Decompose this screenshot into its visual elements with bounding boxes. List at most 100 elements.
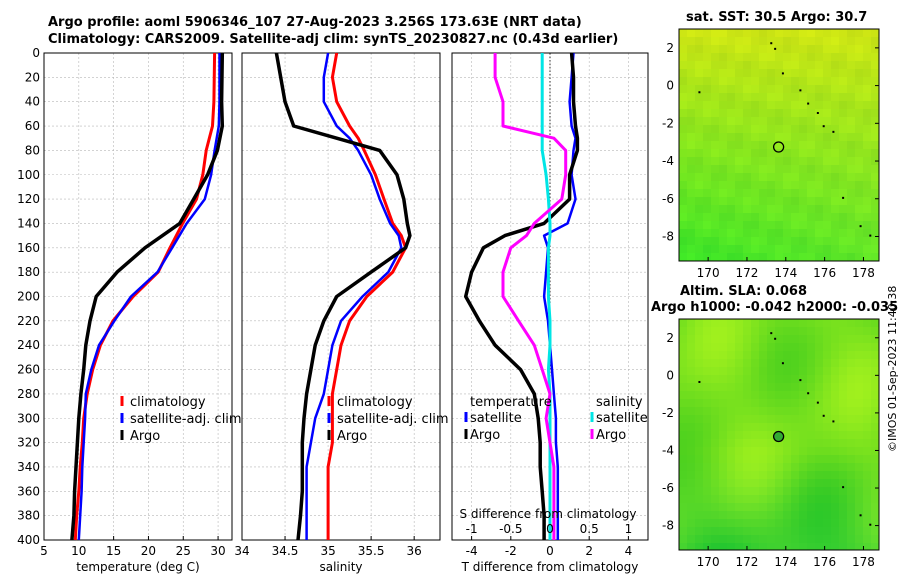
heatmap-cell — [687, 245, 696, 254]
heatmap-cell — [783, 229, 792, 238]
heatmap-cell — [751, 157, 760, 166]
heatmap-cell — [711, 45, 720, 54]
heatmap-cell — [775, 149, 784, 158]
heatmap-cell — [839, 133, 848, 142]
heatmap-cell — [735, 205, 744, 214]
heatmap-cell — [863, 343, 872, 352]
x-tick-label: 35.5 — [358, 544, 385, 558]
heatmap-cell — [727, 415, 736, 424]
heatmap-cell — [703, 45, 712, 54]
heatmap-cell — [831, 69, 840, 78]
heatmap-cell — [759, 471, 768, 480]
heatmap-cell — [783, 109, 792, 118]
heatmap-cell — [831, 157, 840, 166]
map-x-tick-label: 174 — [774, 266, 797, 280]
heatmap-cell — [871, 197, 880, 206]
heatmap-cell — [863, 391, 872, 400]
heatmap-cell — [711, 479, 720, 488]
heatmap-cell — [743, 415, 752, 424]
series-line-1 — [305, 52, 403, 540]
y-tick-label: 140 — [17, 216, 40, 230]
heatmap-cell — [863, 45, 872, 54]
heatmap-cell — [735, 327, 744, 336]
heatmap-cell — [799, 125, 808, 134]
heatmap-cell — [719, 125, 728, 134]
heatmap-cell — [695, 101, 704, 110]
heatmap-cell — [799, 197, 808, 206]
heatmap-cell — [815, 527, 824, 536]
heatmap-cell — [703, 141, 712, 150]
heatmap-cell — [871, 495, 880, 504]
heatmap-cell — [727, 327, 736, 336]
heatmap-cell — [687, 527, 696, 536]
legend-title-temperature: temperature — [470, 395, 552, 410]
heatmap-cell — [727, 109, 736, 118]
heatmap-cell — [719, 391, 728, 400]
heatmap-cell — [679, 495, 688, 504]
heatmap-cell — [871, 471, 880, 480]
heatmap-cell — [791, 181, 800, 190]
heatmap-cell — [695, 391, 704, 400]
heatmap-cell — [735, 335, 744, 344]
heatmap-cell — [823, 69, 832, 78]
heatmap-cell — [791, 439, 800, 448]
heatmap-cell — [687, 221, 696, 230]
heatmap-cell — [695, 165, 704, 174]
heatmap-cell — [727, 319, 736, 328]
y-tick-label: 340 — [17, 460, 40, 474]
heatmap-cell — [751, 455, 760, 464]
heatmap-cell — [703, 487, 712, 496]
heatmap-cell — [687, 157, 696, 166]
heatmap-cell — [767, 407, 776, 416]
heatmap-cell — [751, 367, 760, 376]
heatmap-cell — [719, 221, 728, 230]
heatmap-cell — [807, 173, 816, 182]
heatmap-cell — [831, 407, 840, 416]
heatmap-cell — [759, 125, 768, 134]
heatmap-cell — [863, 351, 872, 360]
heatmap-cell — [831, 213, 840, 222]
heatmap-cell — [815, 535, 824, 544]
heatmap-cell — [719, 359, 728, 368]
heatmap-cell — [711, 383, 720, 392]
heatmap-cell — [847, 351, 856, 360]
heatmap-cell — [687, 407, 696, 416]
heatmap-cell — [679, 189, 688, 198]
heatmap-cell — [695, 375, 704, 384]
heatmap-cell — [711, 503, 720, 512]
heatmap-cell — [727, 165, 736, 174]
heatmap-cell — [711, 415, 720, 424]
heatmap-cell — [759, 133, 768, 142]
heatmap-cell — [743, 117, 752, 126]
heatmap-cell — [719, 367, 728, 376]
heatmap-cell — [815, 189, 824, 198]
heatmap-cell — [799, 149, 808, 158]
heatmap-cell — [759, 181, 768, 190]
heatmap-cell — [767, 117, 776, 126]
heatmap-cell — [831, 327, 840, 336]
heatmap-cell — [847, 197, 856, 206]
heatmap-cell — [679, 343, 688, 352]
heatmap-cell — [711, 367, 720, 376]
heatmap-cell — [679, 53, 688, 62]
heatmap-cell — [759, 37, 768, 46]
heatmap-cell — [871, 343, 880, 352]
heatmap-cell — [703, 189, 712, 198]
heatmap-cell — [695, 221, 704, 230]
heatmap-cell — [743, 519, 752, 528]
heatmap-cell — [855, 93, 864, 102]
heatmap-cell — [807, 535, 816, 544]
heatmap-cell — [823, 237, 832, 246]
heatmap-cell — [871, 359, 880, 368]
island-mark — [781, 72, 784, 75]
heatmap-cell — [727, 399, 736, 408]
heatmap-cell — [815, 511, 824, 520]
heatmap-cell — [871, 109, 880, 118]
heatmap-cell — [823, 543, 832, 551]
heatmap-cell — [807, 383, 816, 392]
x-tick-label: 0 — [546, 544, 554, 558]
heatmap-cell — [863, 245, 872, 254]
heatmap-cell — [863, 471, 872, 480]
heatmap-cell — [727, 383, 736, 392]
heatmap-cell — [847, 85, 856, 94]
